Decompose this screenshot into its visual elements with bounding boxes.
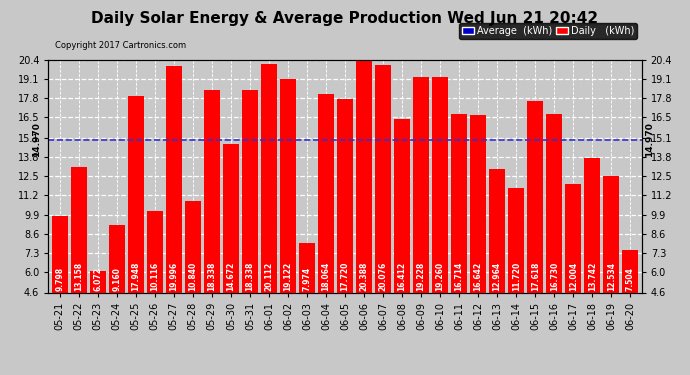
Bar [375,65,391,292]
Text: Daily Solar Energy & Average Production Wed Jun 21 20:42: Daily Solar Energy & Average Production … [92,11,598,26]
Text: 19.260: 19.260 [435,262,444,291]
Bar [52,216,68,292]
Bar [70,166,87,292]
Text: 18.338: 18.338 [246,261,255,291]
Text: 12.004: 12.004 [569,262,578,291]
Text: 14.970: 14.970 [645,123,654,158]
Bar [546,114,562,292]
Text: 18.338: 18.338 [208,261,217,291]
Text: 20.112: 20.112 [264,262,273,291]
Bar [299,243,315,292]
Text: 20.388: 20.388 [359,261,368,291]
Bar [280,79,296,292]
Bar [584,158,600,292]
Text: 9.798: 9.798 [55,267,64,291]
Text: 11.720: 11.720 [512,261,521,291]
Bar [166,66,182,292]
Text: 19.228: 19.228 [417,261,426,291]
Text: 7.504: 7.504 [626,267,635,291]
Bar [508,188,524,292]
Bar [223,144,239,292]
Bar [261,64,277,292]
Bar [337,99,353,292]
Text: 14.672: 14.672 [226,261,235,291]
Bar [470,115,486,292]
Bar [394,118,410,292]
Text: 13.742: 13.742 [588,261,597,291]
Legend: Average  (kWh), Daily   (kWh): Average (kWh), Daily (kWh) [460,23,637,39]
Text: 6.072: 6.072 [93,267,102,291]
Text: 16.730: 16.730 [550,261,559,291]
Bar [432,77,448,292]
Bar [204,90,220,292]
Bar [622,250,638,292]
Text: 14.970: 14.970 [32,123,41,158]
Bar [451,114,467,292]
Text: Copyright 2017 Cartronics.com: Copyright 2017 Cartronics.com [55,41,186,50]
Text: 19.996: 19.996 [169,262,178,291]
Text: 10.840: 10.840 [188,261,197,291]
Bar [527,101,543,292]
Text: 16.714: 16.714 [455,261,464,291]
Bar [356,60,372,292]
Text: 13.158: 13.158 [75,262,83,291]
Text: 17.618: 17.618 [531,261,540,291]
Text: 7.974: 7.974 [302,267,311,291]
Bar [318,94,334,292]
Text: 9.160: 9.160 [112,267,121,291]
Bar [109,225,125,292]
Text: 16.642: 16.642 [473,262,482,291]
Text: 19.122: 19.122 [284,262,293,291]
Bar [413,77,429,292]
Bar [147,211,163,292]
Bar [90,271,106,292]
Text: 16.412: 16.412 [397,262,406,291]
Text: 20.076: 20.076 [379,261,388,291]
Text: 10.116: 10.116 [150,262,159,291]
Bar [565,183,581,292]
Text: 17.720: 17.720 [340,261,350,291]
Text: 18.064: 18.064 [322,261,331,291]
Bar [603,176,620,292]
Text: 12.534: 12.534 [607,262,615,291]
Text: 12.964: 12.964 [493,262,502,291]
Bar [489,170,505,292]
Bar [128,96,144,292]
Text: 17.948: 17.948 [131,261,140,291]
Bar [185,201,201,292]
Bar [241,90,258,292]
